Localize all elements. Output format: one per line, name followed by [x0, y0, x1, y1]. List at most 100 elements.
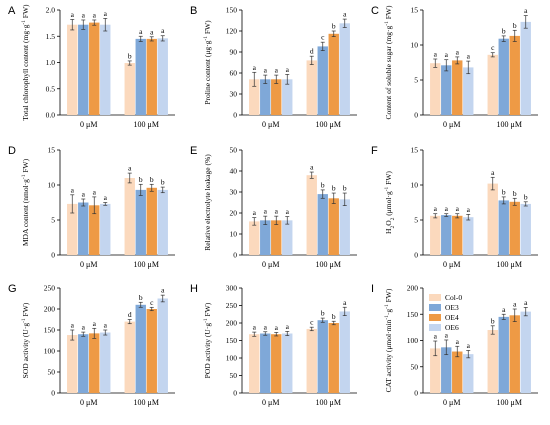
- significance-letter: a: [93, 187, 97, 196]
- bar-oe6-0uM: [282, 79, 293, 115]
- bar-col-0-0uM: [67, 203, 78, 255]
- significance-letter: b: [321, 180, 325, 189]
- significance-letter: b: [502, 26, 506, 35]
- bar-oe6-0uM: [282, 333, 293, 393]
- x-category-label: 100 μM: [134, 120, 159, 129]
- significance-letter: b: [128, 51, 132, 60]
- significance-letter: a: [161, 286, 165, 295]
- significance-letter: a: [275, 207, 279, 216]
- bar-oe3-100uM: [317, 320, 328, 393]
- y-tick-label: 30: [230, 188, 238, 197]
- y-tick-label: 300: [226, 284, 238, 293]
- bar-oe4-100uM: [328, 198, 339, 255]
- bar-oe3-0uM: [78, 334, 89, 393]
- bar-oe4-100uM: [146, 187, 157, 255]
- significance-letter: a: [275, 66, 279, 75]
- panel-letter: G: [8, 283, 17, 295]
- y-tick-label: 120: [226, 27, 238, 36]
- y-tick-label: 150: [226, 6, 238, 15]
- y-tick-label: 5: [51, 216, 55, 225]
- significance-letter: a: [253, 208, 257, 217]
- significance-letter: a: [286, 207, 290, 216]
- x-category-label: 0 μM: [262, 398, 279, 407]
- bar-oe3-100uM: [317, 194, 328, 255]
- y-tick-label: 5: [414, 76, 418, 85]
- significance-letter: b: [332, 184, 336, 193]
- y-tick-label: 200: [226, 319, 238, 328]
- significance-letter: b: [150, 175, 154, 184]
- bar-oe4-100uM: [146, 309, 157, 393]
- significance-letter: a: [128, 164, 132, 173]
- significance-letter: c: [321, 33, 325, 42]
- bar-col-0-0uM: [249, 334, 260, 393]
- significance-letter: a: [264, 207, 268, 216]
- bar-col-0-100uM: [306, 175, 317, 255]
- legend-label: OE6: [445, 323, 459, 332]
- panel-b: B 0 30 60 90 120 150 Proline content (μg·g-1 FW…: [190, 5, 357, 129]
- significance-letter: a: [491, 168, 495, 177]
- y-tick-label: 10: [411, 181, 419, 190]
- x-category-label: 0 μM: [80, 398, 97, 407]
- significance-letter: d: [128, 310, 132, 319]
- significance-letter: a: [467, 52, 471, 61]
- significance-letter: a: [104, 9, 108, 18]
- legend-label: OE3: [445, 303, 459, 312]
- y-tick-label: 0: [414, 251, 418, 260]
- y-tick-label: 10: [230, 230, 238, 239]
- legend-label: OE4: [445, 313, 459, 322]
- significance-letter: a: [264, 66, 268, 75]
- significance-letter: a: [513, 300, 517, 309]
- y-tick-label: 1.0: [46, 58, 56, 67]
- significance-letter: a: [456, 204, 460, 213]
- significance-letter: b: [139, 293, 143, 302]
- y-tick-label: 5: [414, 216, 418, 225]
- panel-letter: A: [8, 5, 16, 17]
- y-tick-label: 0: [51, 251, 55, 260]
- significance-letter: c: [310, 318, 314, 327]
- significance-letter: a: [445, 50, 449, 59]
- y-axis-label: Total chlorophyll content (mg·g-1 FW): [21, 4, 30, 121]
- significance-letter: a: [71, 321, 75, 330]
- bar-oe6-100uM: [339, 311, 350, 393]
- bar-oe3-0uM: [441, 215, 452, 255]
- significance-letter: c: [491, 43, 495, 52]
- y-tick-label: 100: [407, 336, 419, 345]
- significance-letter: a: [264, 322, 268, 331]
- bar-col-0-0uM: [249, 221, 260, 255]
- y-tick-label: 150: [44, 326, 56, 335]
- bar-oe3-0uM: [441, 65, 452, 115]
- significance-letter: a: [104, 193, 108, 202]
- bar-oe4-100uM: [146, 38, 157, 115]
- panel-letter: D: [8, 145, 16, 157]
- significance-letter: b: [502, 187, 506, 196]
- panel-g: G 0 50 100 150 200 250 SOD activity (U·g-1 FW) a…: [8, 283, 175, 407]
- significance-letter: b: [321, 309, 325, 318]
- bar-oe6-100uM: [339, 199, 350, 255]
- significance-letter: a: [434, 50, 438, 59]
- significance-letter: a: [93, 10, 97, 19]
- bar-oe6-0uM: [100, 203, 111, 255]
- x-category-label: 100 μM: [497, 398, 522, 407]
- significance-letter: a: [502, 305, 506, 314]
- y-tick-label: 0: [233, 111, 237, 120]
- significance-letter: a: [524, 6, 528, 15]
- significance-letter: a: [434, 332, 438, 341]
- bar-col-0-100uM: [487, 183, 498, 255]
- bar-oe3-100uM: [135, 304, 146, 393]
- x-category-label: 100 μM: [497, 120, 522, 129]
- bar-col-0-0uM: [249, 79, 260, 115]
- significance-letter: b: [513, 189, 517, 198]
- bar-oe3-0uM: [441, 347, 452, 393]
- x-category-label: 100 μM: [316, 120, 341, 129]
- significance-letter: b: [491, 316, 495, 325]
- significance-letter: b: [513, 21, 517, 30]
- y-tick-label: 0: [233, 389, 237, 398]
- bar-oe4-0uM: [271, 334, 282, 393]
- bar-oe3-100uM: [135, 38, 146, 115]
- x-category-label: 100 μM: [497, 260, 522, 269]
- y-tick-label: 20: [230, 209, 238, 218]
- bar-oe4-0uM: [271, 220, 282, 255]
- bar-oe6-100uM: [520, 203, 531, 255]
